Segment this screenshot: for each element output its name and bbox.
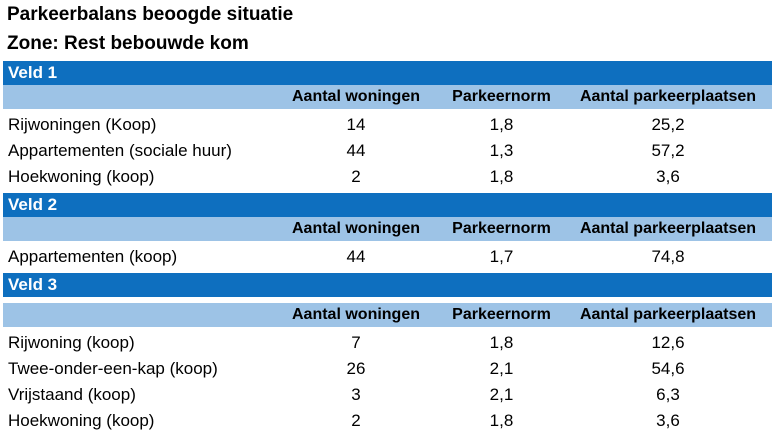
parking-norm: 1,8 — [489, 411, 514, 430]
header-aantal-woningen: Aantal woningen — [292, 220, 420, 237]
parking-norm: 1,3 — [489, 141, 514, 160]
dwelling-type: Vrijstaand (koop) — [8, 385, 136, 404]
table-row: Rijwoningen (Koop) 14 1,8 25,2 — [3, 112, 772, 138]
section-veld-1: Veld 1 Aantal woningen Parkeernorm Aanta… — [3, 61, 772, 190]
parking-norm: 1,8 — [489, 333, 514, 352]
parking-spaces: 12,6 — [651, 333, 685, 352]
header-spacer — [3, 85, 273, 109]
header-aantal-woningen: Aantal woningen — [292, 306, 420, 323]
page-title: Parkeerbalans beoogde situatie — [7, 4, 294, 25]
section-header: Veld 1 — [3, 61, 772, 85]
section-header: Veld 3 — [3, 273, 772, 297]
section-header: Veld 2 — [3, 193, 772, 217]
table-row: Appartementen (sociale huur) 44 1,3 57,2 — [3, 138, 772, 164]
column-header-row: Aantal woningen Parkeernorm Aantal parke… — [3, 303, 772, 327]
parking-spaces: 3,6 — [656, 411, 680, 430]
parking-spaces: 57,2 — [651, 141, 685, 160]
dwelling-count: 3 — [351, 385, 361, 404]
dwelling-count: 2 — [351, 411, 361, 430]
column-header-row: Aantal woningen Parkeernorm Aantal parke… — [3, 217, 772, 241]
parking-norm: 1,7 — [489, 247, 514, 266]
parking-balance-table: Parkeerbalans beoogde situatie Zone: Res… — [3, 0, 772, 434]
dwelling-count: 2 — [351, 167, 361, 186]
parking-norm: 1,8 — [489, 167, 514, 186]
dwelling-type: Hoekwoning (koop) — [8, 167, 155, 186]
dwelling-type: Appartementen (koop) — [8, 247, 178, 266]
header-spacer — [3, 303, 273, 327]
table-row: Twee-onder-een-kap (koop) 26 2,1 54,6 — [3, 356, 772, 382]
header-parkeernorm: Parkeernorm — [452, 88, 551, 105]
dwelling-count: 7 — [351, 333, 361, 352]
header-aantal-parkeerplaatsen: Aantal parkeerplaatsen — [579, 88, 757, 105]
parking-norm: 1,8 — [489, 115, 514, 134]
dwelling-count: 44 — [346, 247, 366, 266]
header-aantal-woningen: Aantal woningen — [292, 88, 420, 105]
dwelling-count: 14 — [346, 115, 366, 134]
section-veld-3: Veld 3 Aantal woningen Parkeernorm Aanta… — [3, 273, 772, 434]
parking-norm: 2,1 — [489, 385, 514, 404]
parking-norm: 2,1 — [489, 359, 514, 378]
section-veld-2: Veld 2 Aantal woningen Parkeernorm Aanta… — [3, 193, 772, 270]
dwelling-type: Rijwoning (koop) — [8, 333, 135, 352]
parking-spaces: 3,6 — [656, 167, 680, 186]
table-row: Hoekwoning (koop) 2 1,8 3,6 — [3, 164, 772, 190]
parking-spaces: 25,2 — [651, 115, 685, 134]
dwelling-type: Appartementen (sociale huur) — [8, 141, 232, 160]
table-row: Hoekwoning (koop) 2 1,8 3,6 — [3, 408, 772, 434]
dwelling-type: Hoekwoning (koop) — [8, 411, 155, 430]
dwelling-type: Rijwoningen (Koop) — [8, 115, 157, 134]
dwelling-count: 44 — [346, 141, 366, 160]
header-parkeernorm: Parkeernorm — [452, 220, 551, 237]
header-parkeernorm: Parkeernorm — [452, 306, 551, 323]
table-row: Rijwoning (koop) 7 1,8 12,6 — [3, 330, 772, 356]
header-spacer — [3, 217, 273, 241]
dwelling-type: Twee-onder-een-kap (koop) — [8, 359, 218, 378]
parking-spaces: 54,6 — [651, 359, 685, 378]
parking-spaces: 74,8 — [651, 247, 685, 266]
header-aantal-parkeerplaatsen: Aantal parkeerplaatsen — [579, 220, 757, 237]
column-header-row: Aantal woningen Parkeernorm Aantal parke… — [3, 85, 772, 109]
parking-spaces: 6,3 — [656, 385, 680, 404]
zone-subtitle: Zone: Rest bebouwde kom — [7, 33, 249, 54]
header-aantal-parkeerplaatsen: Aantal parkeerplaatsen — [579, 306, 757, 323]
table-row: Appartementen (koop) 44 1,7 74,8 — [3, 244, 772, 270]
table-row: Vrijstaand (koop) 3 2,1 6,3 — [3, 382, 772, 408]
dwelling-count: 26 — [346, 359, 366, 378]
